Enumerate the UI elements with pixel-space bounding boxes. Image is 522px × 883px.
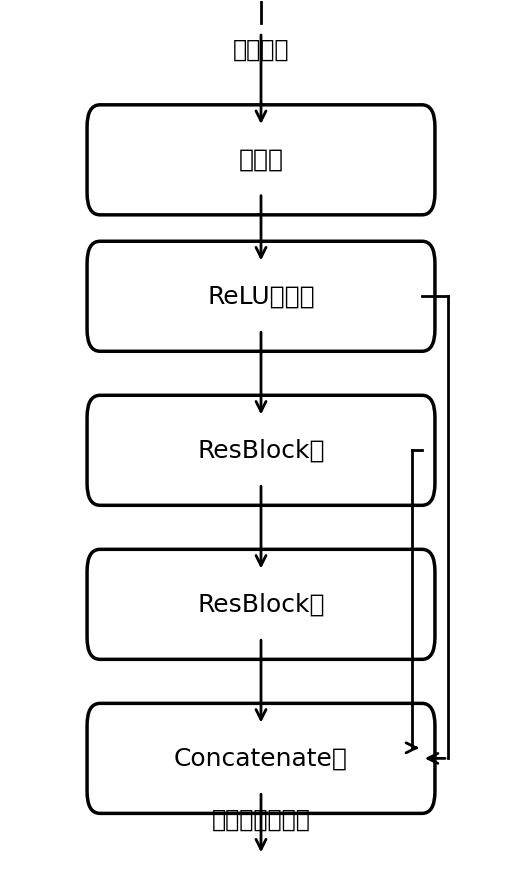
FancyBboxPatch shape	[87, 105, 435, 215]
FancyBboxPatch shape	[87, 704, 435, 813]
Text: ResBlock层: ResBlock层	[197, 592, 325, 616]
Text: 卷积层: 卷积层	[239, 147, 283, 172]
Text: ResBlock层: ResBlock层	[197, 438, 325, 463]
Text: 输出上下文特征: 输出上下文特征	[211, 808, 311, 832]
Text: 输入图像: 输入图像	[233, 38, 289, 62]
FancyBboxPatch shape	[87, 241, 435, 351]
FancyBboxPatch shape	[87, 396, 435, 505]
FancyBboxPatch shape	[87, 549, 435, 660]
Text: ReLU激活层: ReLU激活层	[207, 284, 315, 308]
Text: Concatenate层: Concatenate层	[174, 746, 348, 770]
